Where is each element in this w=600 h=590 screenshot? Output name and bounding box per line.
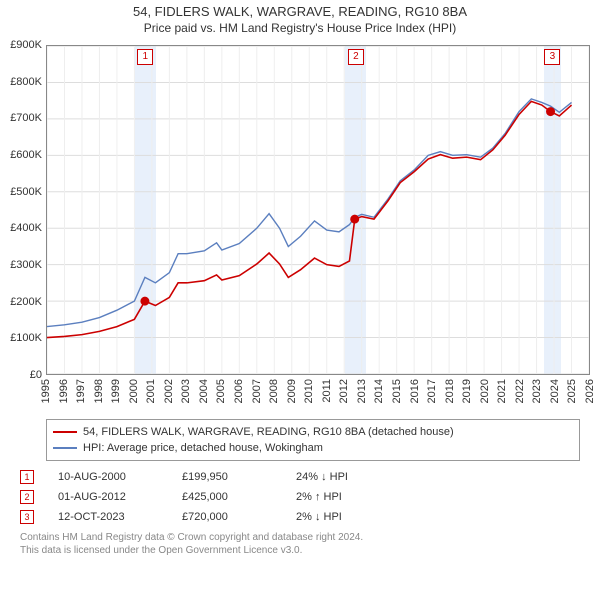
x-tick-label: 2009 (286, 379, 298, 403)
marker-box: 1 (137, 49, 153, 65)
sale-price: £720,000 (182, 511, 272, 523)
legend-item: 54, FIDLERS WALK, WARGRAVE, READING, RG1… (53, 424, 573, 440)
sale-point (350, 215, 359, 224)
sale-diff: 24% ↓ HPI (296, 471, 386, 483)
footnote-l2: This data is licensed under the Open Gov… (20, 544, 580, 557)
footnote-l1: Contains HM Land Registry data © Crown c… (20, 531, 580, 544)
x-tick-label: 2015 (391, 379, 403, 403)
x-tick-label: 2006 (233, 379, 245, 403)
plot-area: 1 2 3 (46, 45, 590, 375)
sale-row: 1 10-AUG-2000 £199,950 24% ↓ HPI (20, 467, 580, 487)
x-tick-label: 2018 (444, 379, 456, 403)
x-tick-label: 1999 (110, 379, 122, 403)
y-tick-label: £100K (10, 332, 42, 344)
x-tick-label: 2000 (128, 379, 140, 403)
y-tick-label: £500K (10, 186, 42, 198)
x-tick-label: 2011 (321, 379, 333, 403)
x-tick-label: 2002 (163, 379, 175, 403)
sale-marker: 2 (20, 490, 34, 504)
x-tick-label: 2026 (584, 379, 596, 403)
x-tick-label: 2007 (251, 379, 263, 403)
x-tick-label: 2016 (409, 379, 421, 403)
chart-titles: 54, FIDLERS WALK, WARGRAVE, READING, RG1… (0, 0, 600, 35)
x-tick-label: 2012 (338, 379, 350, 403)
y-tick-label: £400K (10, 222, 42, 234)
chart: £0£100K£200K£300K£400K£500K£600K£700K£80… (0, 35, 600, 415)
x-tick-label: 2004 (198, 379, 210, 403)
title-line2: Price paid vs. HM Land Registry's House … (0, 21, 600, 35)
sale-date: 01-AUG-2012 (58, 491, 158, 503)
sale-row: 3 12-OCT-2023 £720,000 2% ↓ HPI (20, 507, 580, 527)
legend-item: HPI: Average price, detached house, Woki… (53, 440, 573, 456)
sale-date: 12-OCT-2023 (58, 511, 158, 523)
sale-marker: 1 (20, 470, 34, 484)
x-tick-label: 1997 (75, 379, 87, 403)
x-tick-label: 2001 (145, 379, 157, 403)
x-tick-label: 2023 (531, 379, 543, 403)
x-tick-label: 2020 (479, 379, 491, 403)
y-tick-label: £300K (10, 259, 42, 271)
x-tick-label: 1998 (93, 379, 105, 403)
x-tick-label: 2022 (514, 379, 526, 403)
x-tick-label: 2008 (268, 379, 280, 403)
x-tick-label: 2019 (461, 379, 473, 403)
sale-point (140, 297, 149, 306)
legend-label: HPI: Average price, detached house, Woki… (83, 440, 323, 456)
sale-point (546, 107, 555, 116)
y-tick-label: £800K (10, 76, 42, 88)
sale-marker: 3 (20, 510, 34, 524)
y-tick-label: £700K (10, 112, 42, 124)
x-tick-label: 1996 (58, 379, 70, 403)
marker-box: 2 (348, 49, 364, 65)
sale-row: 2 01-AUG-2012 £425,000 2% ↑ HPI (20, 487, 580, 507)
marker-box: 3 (544, 49, 560, 65)
x-tick-label: 2013 (356, 379, 368, 403)
sale-diff: 2% ↓ HPI (296, 511, 386, 523)
x-tick-label: 2021 (496, 379, 508, 403)
x-tick-label: 2014 (373, 379, 385, 403)
x-tick-label: 2025 (566, 379, 578, 403)
footnote: Contains HM Land Registry data © Crown c… (20, 531, 580, 557)
y-tick-label: £900K (10, 39, 42, 51)
x-tick-label: 2024 (549, 379, 561, 403)
x-tick-label: 2003 (180, 379, 192, 403)
sale-price: £425,000 (182, 491, 272, 503)
title-line1: 54, FIDLERS WALK, WARGRAVE, READING, RG1… (0, 4, 600, 19)
x-tick-label: 2005 (215, 379, 227, 403)
sale-diff: 2% ↑ HPI (296, 491, 386, 503)
x-axis: 1995199619971998199920002001200220032004… (46, 375, 590, 415)
x-tick-label: 2017 (426, 379, 438, 403)
x-tick-label: 1995 (40, 379, 52, 403)
y-tick-label: £200K (10, 296, 42, 308)
sale-date: 10-AUG-2000 (58, 471, 158, 483)
legend-swatch (53, 447, 77, 449)
x-tick-label: 2010 (303, 379, 315, 403)
legend: 54, FIDLERS WALK, WARGRAVE, READING, RG1… (46, 419, 580, 461)
y-axis: £0£100K£200K£300K£400K£500K£600K£700K£80… (0, 45, 46, 375)
sales-table: 1 10-AUG-2000 £199,950 24% ↓ HPI 2 01-AUG-201… (20, 467, 580, 527)
plot-svg (47, 46, 589, 374)
y-tick-label: £600K (10, 149, 42, 161)
legend-label: 54, FIDLERS WALK, WARGRAVE, READING, RG1… (83, 424, 454, 440)
legend-swatch (53, 431, 77, 433)
sale-price: £199,950 (182, 471, 272, 483)
